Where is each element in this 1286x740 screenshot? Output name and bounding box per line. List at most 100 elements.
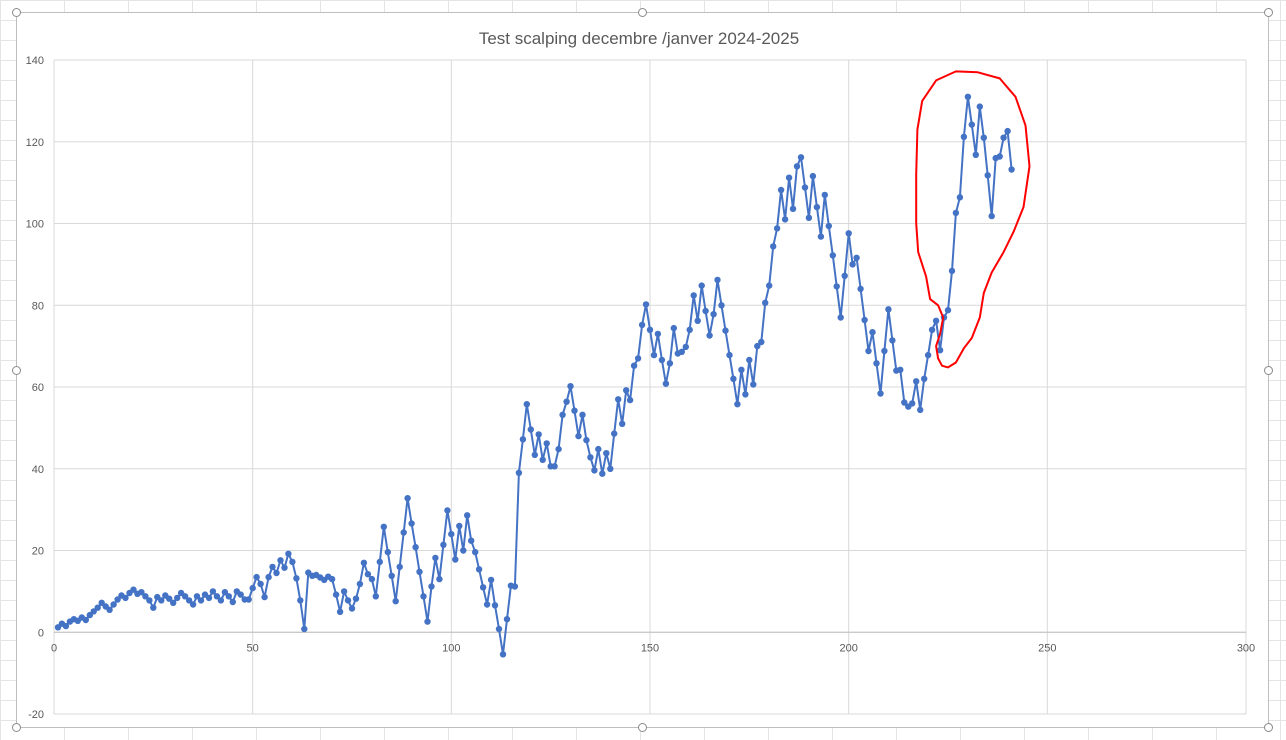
data-point xyxy=(412,544,419,551)
data-point xyxy=(197,597,205,604)
data-series xyxy=(54,93,1015,658)
data-point xyxy=(245,596,252,603)
data-point xyxy=(448,530,455,538)
data-point xyxy=(515,469,523,476)
data-point xyxy=(185,597,193,604)
data-point xyxy=(662,380,670,387)
x-tick-label: 150 xyxy=(641,642,659,654)
data-point xyxy=(853,254,860,261)
data-point xyxy=(181,593,189,600)
data-point xyxy=(654,330,662,338)
data-point xyxy=(1004,127,1011,135)
data-point xyxy=(360,559,368,566)
data-point xyxy=(62,622,70,630)
data-point xyxy=(364,571,372,578)
data-point xyxy=(730,375,737,382)
data-point xyxy=(555,445,562,453)
line-chart: Test scalping decembre /janver 2024-2025… xyxy=(26,29,1256,721)
data-point xyxy=(456,522,463,530)
data-point xyxy=(384,548,391,556)
data-point xyxy=(698,282,705,289)
data-point xyxy=(968,121,975,128)
data-point xyxy=(742,391,749,398)
data-point xyxy=(368,575,376,583)
data-point xyxy=(944,307,952,314)
resize-handle-top-left[interactable] xyxy=(12,8,21,17)
data-point xyxy=(964,93,972,101)
data-point xyxy=(483,601,491,608)
data-point xyxy=(273,569,280,577)
data-point xyxy=(285,550,292,557)
data-point xyxy=(722,327,729,334)
data-point xyxy=(599,470,606,477)
data-point xyxy=(142,593,149,600)
data-point xyxy=(440,541,447,548)
data-point xyxy=(535,431,542,438)
data-point xyxy=(809,172,817,180)
gridlines xyxy=(53,59,1247,715)
data-point xyxy=(94,604,101,611)
data-point xyxy=(634,355,642,362)
data-point xyxy=(460,547,467,554)
y-tick-label: 40 xyxy=(32,464,44,476)
data-point xyxy=(897,366,904,373)
data-point xyxy=(972,151,979,158)
data-point xyxy=(714,276,721,284)
data-point xyxy=(928,326,936,333)
data-point xyxy=(499,651,507,658)
data-point xyxy=(531,451,538,459)
data-point xyxy=(388,572,395,579)
data-point xyxy=(833,283,840,290)
data-point xyxy=(189,601,197,608)
data-point xyxy=(750,381,757,388)
data-point xyxy=(694,317,701,324)
data-point xyxy=(805,214,813,221)
y-tick-label: -20 xyxy=(28,709,44,721)
data-point xyxy=(328,575,336,583)
data-point xyxy=(901,399,908,406)
data-point xyxy=(841,272,848,279)
data-point xyxy=(611,430,618,437)
data-point xyxy=(174,594,181,602)
x-tick-label: 300 xyxy=(1237,642,1255,654)
data-point xyxy=(603,450,610,457)
y-tick-label: 0 xyxy=(38,627,44,639)
data-point xyxy=(253,573,260,581)
data-point xyxy=(984,172,991,179)
data-point xyxy=(567,383,574,390)
resize-handle-bottom-middle[interactable] xyxy=(638,723,647,732)
data-point xyxy=(82,616,90,624)
resize-handle-middle-right[interactable] xyxy=(1264,366,1273,375)
data-point xyxy=(952,209,960,217)
data-point xyxy=(372,593,379,600)
data-point xyxy=(217,597,225,604)
resize-handle-top-right[interactable] xyxy=(1264,8,1273,17)
data-point xyxy=(146,597,153,604)
chart-title: Test scalping decembre /janver 2024-2025 xyxy=(479,29,799,48)
data-point xyxy=(221,589,229,596)
data-point xyxy=(877,390,884,397)
data-point xyxy=(348,605,356,612)
data-point xyxy=(472,548,479,556)
data-point xyxy=(825,222,832,230)
data-point xyxy=(690,292,697,299)
data-point xyxy=(213,593,221,600)
data-point xyxy=(400,529,407,536)
data-point xyxy=(869,329,876,336)
data-point xyxy=(921,375,928,382)
data-point xyxy=(591,467,598,474)
data-point xyxy=(738,366,745,373)
data-point xyxy=(420,593,427,600)
data-point xyxy=(758,338,765,346)
data-point xyxy=(595,445,602,453)
data-point xyxy=(607,465,614,472)
resize-handle-bottom-right[interactable] xyxy=(1264,723,1273,732)
data-point xyxy=(829,252,836,259)
data-point xyxy=(873,360,880,367)
chart-area[interactable]: Test scalping decembre /janver 2024-2025… xyxy=(16,12,1269,728)
annotation xyxy=(915,70,1031,369)
resize-handle-middle-left[interactable] xyxy=(12,366,21,375)
resize-handle-top-middle[interactable] xyxy=(638,8,647,17)
resize-handle-bottom-left[interactable] xyxy=(12,723,21,732)
x-tick-label: 100 xyxy=(442,642,460,654)
